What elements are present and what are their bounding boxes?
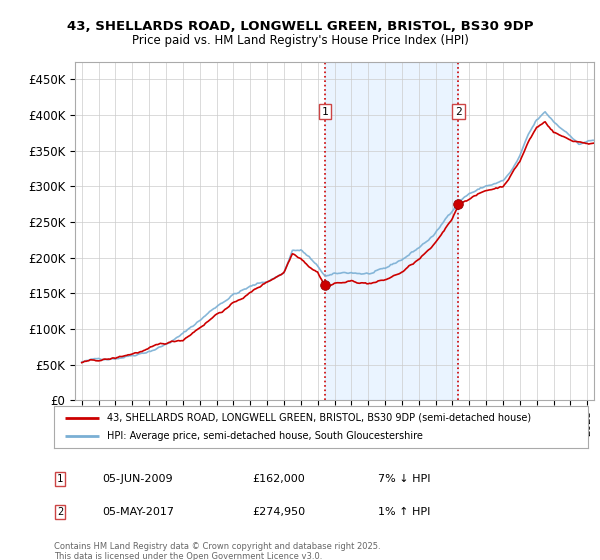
Text: 7% ↓ HPI: 7% ↓ HPI (378, 474, 431, 484)
Text: HPI: Average price, semi-detached house, South Gloucestershire: HPI: Average price, semi-detached house,… (107, 431, 423, 441)
Text: 05-JUN-2009: 05-JUN-2009 (102, 474, 173, 484)
Text: Contains HM Land Registry data © Crown copyright and database right 2025.
This d: Contains HM Land Registry data © Crown c… (54, 542, 380, 560)
Text: 43, SHELLARDS ROAD, LONGWELL GREEN, BRISTOL, BS30 9DP: 43, SHELLARDS ROAD, LONGWELL GREEN, BRIS… (67, 20, 533, 32)
Text: Price paid vs. HM Land Registry's House Price Index (HPI): Price paid vs. HM Land Registry's House … (131, 34, 469, 46)
Text: 43, SHELLARDS ROAD, LONGWELL GREEN, BRISTOL, BS30 9DP (semi-detached house): 43, SHELLARDS ROAD, LONGWELL GREEN, BRIS… (107, 413, 532, 423)
Text: 05-MAY-2017: 05-MAY-2017 (102, 507, 174, 517)
Text: 1: 1 (57, 474, 63, 484)
Bar (325, 62, 458, 400)
Text: £162,000: £162,000 (252, 474, 305, 484)
Text: £274,950: £274,950 (252, 507, 305, 517)
Text: 2: 2 (57, 507, 63, 517)
Text: 1: 1 (322, 106, 329, 116)
Text: 2: 2 (455, 106, 462, 116)
Text: 1% ↑ HPI: 1% ↑ HPI (378, 507, 430, 517)
